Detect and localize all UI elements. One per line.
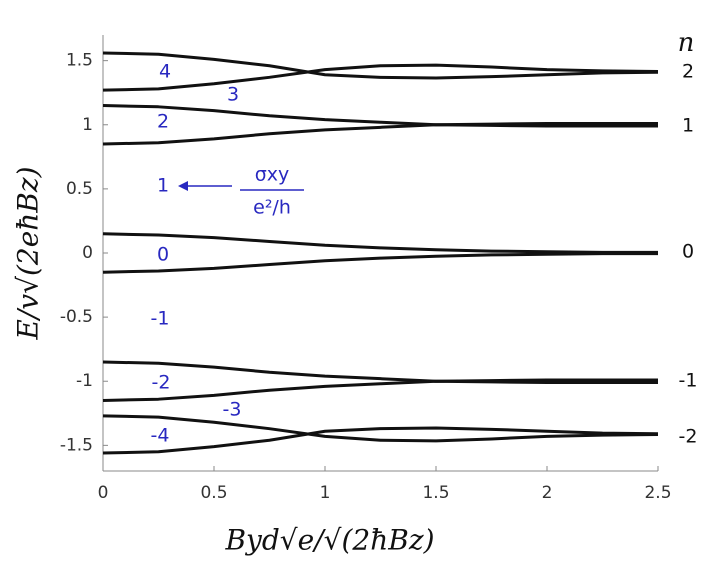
level-label: -2 bbox=[679, 426, 698, 448]
sigma-label: -2 bbox=[152, 372, 171, 394]
level-label: 2 bbox=[682, 61, 694, 83]
energy-line bbox=[102, 123, 658, 146]
arrow-head bbox=[178, 181, 188, 191]
level-label: 1 bbox=[682, 115, 694, 137]
energy-line bbox=[102, 63, 659, 92]
x-tick-label: 2 bbox=[542, 483, 553, 503]
x-tick-label: 2.5 bbox=[644, 483, 671, 503]
y-tick-label: -1.5 bbox=[60, 435, 93, 455]
sigma-denominator: e²/h bbox=[253, 197, 291, 219]
sigma-numerator: σxy bbox=[255, 164, 290, 186]
sigma-label: -1 bbox=[151, 308, 170, 330]
y-axis-label: E/v√(2eħBz) bbox=[12, 166, 45, 340]
energy-line bbox=[102, 426, 659, 455]
x-axis-label: Byd√e/√(2ħBz) bbox=[224, 524, 434, 557]
level-label: -1 bbox=[679, 370, 698, 392]
level-label: 0 bbox=[682, 241, 694, 263]
energy-line bbox=[102, 51, 659, 80]
sigma-label: 4 bbox=[159, 61, 171, 83]
sigma-label: 3 bbox=[227, 84, 239, 106]
sigma-label: 2 bbox=[157, 111, 169, 133]
energy-line bbox=[102, 379, 658, 402]
y-tick-label: 1 bbox=[82, 115, 93, 135]
x-tick-label: 0 bbox=[98, 483, 109, 503]
x-tick-label: 1.5 bbox=[422, 483, 449, 503]
y-tick-label: -0.5 bbox=[60, 307, 93, 327]
x-tick-label: 0.5 bbox=[200, 483, 227, 503]
y-tick-label: 1.5 bbox=[66, 51, 93, 71]
energy-line bbox=[102, 252, 658, 274]
sigma-label: -3 bbox=[223, 399, 242, 421]
energy-line bbox=[102, 360, 658, 383]
x-tick-label: 1 bbox=[320, 483, 331, 503]
energy-line bbox=[102, 414, 659, 443]
sigma-label: -4 bbox=[151, 425, 170, 447]
sigma-label: 1 bbox=[157, 175, 169, 197]
energy-line bbox=[102, 232, 658, 254]
sigma-label: 0 bbox=[157, 244, 169, 266]
level-title: n bbox=[678, 28, 695, 58]
energy-line bbox=[102, 104, 658, 127]
y-tick-label: 0 bbox=[82, 243, 93, 263]
y-tick-label: 0.5 bbox=[66, 179, 93, 199]
y-tick-label: -1 bbox=[76, 371, 93, 391]
